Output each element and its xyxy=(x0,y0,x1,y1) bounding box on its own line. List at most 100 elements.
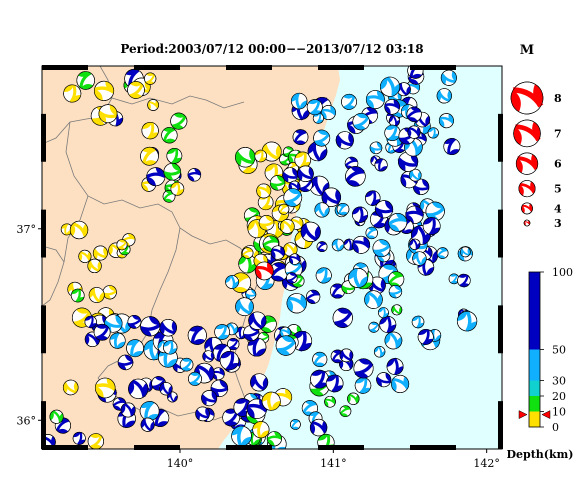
focal-mechanism xyxy=(411,315,425,329)
focal-mechanism xyxy=(117,354,134,371)
focal-mechanism xyxy=(159,318,177,337)
focal-mechanism xyxy=(214,324,230,340)
focal-mechanism xyxy=(365,190,381,207)
focal-mechanism xyxy=(71,307,92,328)
focal-mechanism xyxy=(306,99,323,116)
focal-mechanism xyxy=(353,358,374,379)
focal-mechanism xyxy=(286,272,298,284)
focal-mechanism xyxy=(93,80,115,101)
focal-mechanism xyxy=(374,200,394,219)
focal-mechanism xyxy=(406,106,422,122)
depth-band xyxy=(529,396,540,412)
focal-mechanism xyxy=(227,337,240,351)
depth-band xyxy=(529,349,540,381)
focal-mechanism xyxy=(49,409,64,424)
focal-mechanism xyxy=(386,357,404,376)
lat-tick-label: 36° xyxy=(17,414,37,427)
magnitude-label: 5 xyxy=(554,183,562,196)
focal-mechanism xyxy=(387,213,408,232)
focal-mechanism xyxy=(443,137,461,155)
focal-mechanism xyxy=(312,351,328,367)
focal-mechanism xyxy=(98,104,118,124)
focal-mechanism xyxy=(163,163,182,181)
focal-mechanism xyxy=(341,93,357,110)
focal-mechanism xyxy=(109,332,126,349)
focal-mechanism xyxy=(254,149,267,163)
focal-mechanism xyxy=(297,165,314,183)
focal-mechanism xyxy=(275,335,297,356)
magnitude-symbol xyxy=(510,81,544,115)
depth-band xyxy=(529,272,540,350)
focal-mechanism xyxy=(187,168,202,182)
focal-mechanism xyxy=(352,112,370,131)
focal-mechanism xyxy=(332,307,353,328)
focal-mechanism xyxy=(324,395,336,408)
focal-mechanism xyxy=(405,205,425,224)
focal-mechanism xyxy=(339,348,354,363)
focal-mechanism xyxy=(422,217,441,236)
focal-mechanism xyxy=(384,331,403,350)
focal-mechanism xyxy=(161,127,178,144)
focal-mechanism xyxy=(440,69,457,86)
focal-mechanism xyxy=(456,310,478,332)
depth-legend-title: Depth(km) xyxy=(507,448,574,461)
focal-mechanism xyxy=(331,238,345,252)
focal-mechanism xyxy=(70,288,85,303)
focal-mechanism xyxy=(290,92,308,110)
depth-tick-label: 10 xyxy=(552,406,566,419)
focal-mechanism xyxy=(427,127,439,139)
depth-marker-icon xyxy=(518,410,551,420)
focal-mechanism xyxy=(170,181,185,196)
focal-mechanism xyxy=(140,316,161,337)
focal-mechanism xyxy=(256,183,272,199)
focal-mechanism xyxy=(312,112,324,124)
focal-mechanism xyxy=(87,433,104,449)
focal-mechanism xyxy=(235,297,254,317)
focal-mechanism xyxy=(245,288,257,300)
magnitude-symbol xyxy=(521,202,533,215)
magnitude-symbol xyxy=(523,219,531,227)
focal-mechanism xyxy=(313,129,331,147)
focal-mechanism xyxy=(166,148,183,165)
focal-mechanism xyxy=(94,377,117,399)
focal-mechanism xyxy=(314,202,330,218)
focal-mechanism xyxy=(316,241,328,253)
magnitude-symbol xyxy=(513,119,541,148)
focal-mechanism xyxy=(69,220,89,240)
depth-colorbar: 100 50 30 20 10 0 Depth(km) xyxy=(507,266,574,461)
focal-mechanism xyxy=(147,99,159,111)
focal-mechanism xyxy=(140,417,155,432)
focal-mechanism xyxy=(235,147,256,168)
focal-mechanism xyxy=(250,373,269,392)
main-event-focal-mechanism xyxy=(255,261,274,281)
focal-mechanism xyxy=(283,188,303,207)
focal-mechanism xyxy=(76,71,95,90)
depth-band xyxy=(529,380,540,396)
lon-tick-label: 141° xyxy=(320,457,347,470)
focal-mechanism xyxy=(377,307,389,319)
depth-tick-label: 50 xyxy=(552,344,566,357)
focal-mechanism xyxy=(63,84,82,103)
focal-mechanism xyxy=(320,105,337,121)
focal-mechanism xyxy=(202,350,215,363)
depth-tick-label: 20 xyxy=(552,390,566,403)
depth-tick-label: 0 xyxy=(552,421,559,434)
focal-mechanism xyxy=(436,88,452,104)
magnitude-label: 6 xyxy=(554,158,562,171)
magnitude-label: 4 xyxy=(554,202,562,215)
focal-mechanism xyxy=(412,251,427,267)
earthquake-events xyxy=(42,66,478,449)
magnitude-legend: M 8 7 6 5 4 3 xyxy=(510,43,562,230)
focal-mechanism xyxy=(365,226,378,240)
focal-mechanism xyxy=(179,357,194,372)
focal-mechanism xyxy=(391,304,403,316)
map-title: Period:2003/07/12 00:00−−2013/07/12 03:1… xyxy=(120,42,423,56)
focal-mechanism xyxy=(325,374,344,393)
focal-mechanism xyxy=(339,405,352,418)
focal-mechanism xyxy=(128,378,149,399)
focal-mechanism xyxy=(116,239,128,251)
map-frame xyxy=(38,65,503,453)
magnitude-label: 7 xyxy=(554,127,562,140)
focal-mechanism xyxy=(417,328,434,346)
focal-mechanism xyxy=(270,245,285,260)
